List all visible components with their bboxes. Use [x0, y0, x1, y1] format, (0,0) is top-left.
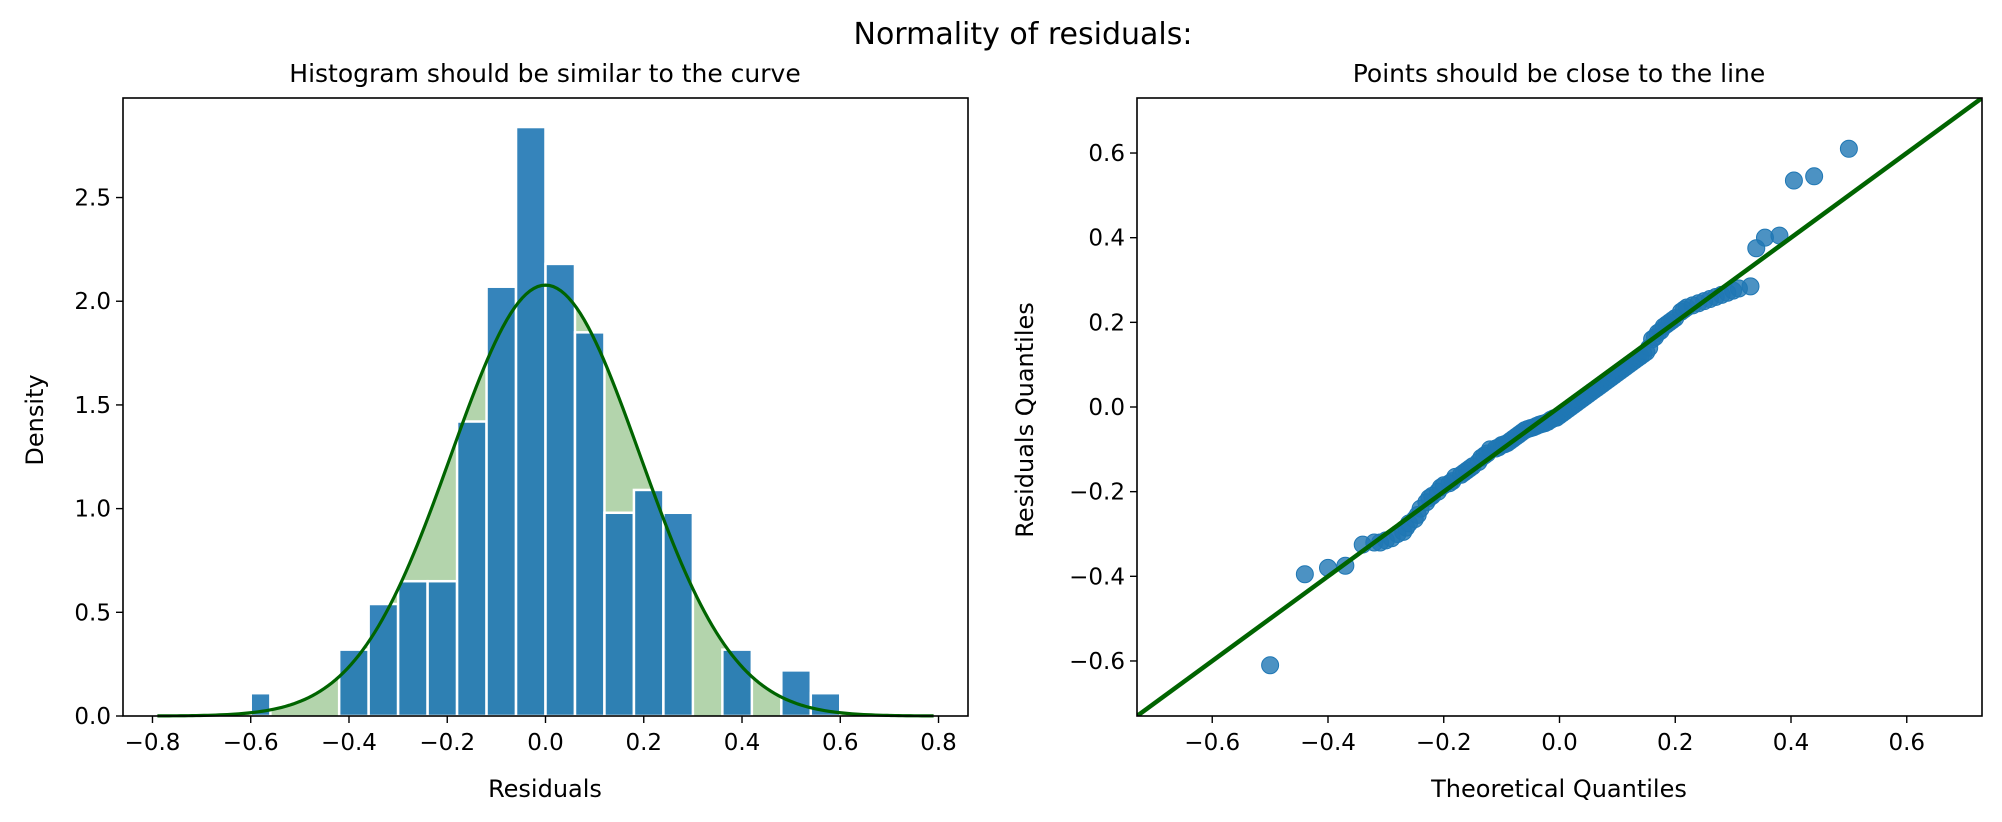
density-curve-line: [157, 283, 934, 718]
histogram-xtick-label: −0.4: [321, 730, 377, 756]
qq-xtick-label: 0.2: [1657, 730, 1694, 756]
qq-ytick-label: 0.2: [1088, 310, 1125, 336]
histogram-xtick-label: −0.6: [223, 730, 279, 756]
qq-ytick-label: 0.6: [1088, 141, 1125, 167]
qq-point: [1741, 277, 1760, 296]
qq-ytick-label: −0.2: [1069, 480, 1125, 506]
histogram-ytick-label: 1.5: [74, 393, 111, 419]
histogram-xtick-label: 0.2: [625, 730, 662, 756]
qq-ytick-label: −0.6: [1069, 649, 1125, 675]
histogram-xtick-label: 0.6: [822, 730, 859, 756]
figure-suptitle: Normality of residuals:: [854, 17, 1193, 52]
qq-xtick-label: −0.4: [1300, 730, 1356, 756]
qq-xtick-label: −0.6: [1184, 730, 1240, 756]
histogram-panel: Histogram should be similar to the curve…: [21, 59, 969, 803]
qq-point: [1784, 171, 1803, 190]
qq-ytick-label: 0.0: [1088, 395, 1125, 421]
histogram-bar: [426, 579, 459, 718]
histogram-bar: [780, 669, 813, 718]
qq-panel: Points should be close to the line −0.6−…: [1011, 59, 1983, 803]
histogram-xlabel: Residuals: [488, 775, 602, 803]
qq-xtick-label: 0.4: [1773, 730, 1810, 756]
qq-point: [1261, 656, 1280, 675]
histogram-bar: [396, 579, 429, 718]
histogram-plot-area: −0.8 −0.6 −0.4 −0.2 0.0 0.2 0.4 0.6 0.8 0.0 0.5 1.0…: [74, 97, 969, 756]
histogram-bar: [662, 511, 695, 718]
histogram-bar: [632, 488, 665, 718]
qq-xtick-label: −0.2: [1416, 730, 1472, 756]
qq-point: [1839, 139, 1858, 158]
qq-xtick-label: 0.0: [1541, 730, 1578, 756]
histogram-bar: [573, 331, 606, 718]
qq-point: [1805, 167, 1824, 186]
histogram-title: Histogram should be similar to the curve: [289, 59, 800, 88]
histogram-bar: [455, 420, 488, 718]
histogram-bar: [603, 511, 636, 718]
qq-point: [1295, 565, 1314, 584]
qq-xtick-label: 0.6: [1888, 730, 1925, 756]
histogram-ytick-label: 2.0: [74, 289, 111, 315]
qq-xlabel: Theoretical Quantiles: [1430, 775, 1687, 803]
qq-reference-line: [1137, 98, 1982, 716]
histogram-ytick-label: 0.5: [74, 600, 111, 626]
histogram-xtick-label: −0.2: [419, 730, 475, 756]
qq-ytick-label: 0.4: [1088, 226, 1125, 252]
qq-plot-area: −0.6 −0.4 −0.2 0.0 0.2 0.4 0.6 −0.6 −0.4 −0.2 0.0 0…: [1069, 97, 1983, 756]
qq-points-group: [1137, 98, 1982, 716]
histogram-xtick-label: 0.0: [527, 730, 564, 756]
histogram-xtick-label: 0.4: [724, 730, 761, 756]
histogram-ytick-label: 0.0: [74, 704, 111, 730]
histogram-ytick-label: 2.5: [74, 186, 111, 212]
histogram-bar: [485, 285, 518, 718]
histogram-bar: [514, 125, 547, 718]
qq-title: Points should be close to the line: [1353, 59, 1766, 88]
histogram-bar: [544, 262, 577, 718]
qq-ytick-label: −0.4: [1069, 564, 1125, 590]
histogram-xtick-label: −0.8: [125, 730, 181, 756]
histogram-ylabel: Density: [21, 374, 49, 465]
histogram-ytick-label: 1.0: [74, 497, 111, 523]
qq-ylabel: Residuals Quantiles: [1011, 302, 1039, 538]
histogram-xtick-label: 0.8: [920, 730, 957, 756]
